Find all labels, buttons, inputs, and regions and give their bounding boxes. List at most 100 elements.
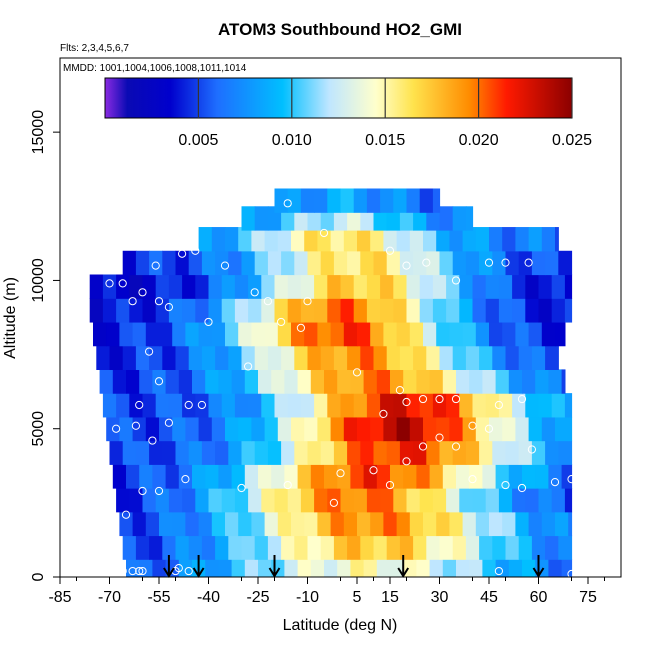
colorbar-tick-label: 0.020 <box>459 132 499 149</box>
heatmap-cell <box>432 298 447 323</box>
heatmap-cell <box>234 274 249 299</box>
heatmap-cell <box>317 511 332 537</box>
heatmap-cell <box>564 298 573 323</box>
heatmap-cell <box>459 274 474 299</box>
observation-point <box>220 261 230 270</box>
heatmap-cell <box>261 298 276 323</box>
heatmap-cell <box>234 488 249 513</box>
heatmap-cell <box>172 321 186 347</box>
heatmap-cell <box>287 188 302 213</box>
arrow-marker <box>532 555 545 578</box>
heatmap-cell <box>201 440 216 465</box>
heatmap-cell <box>248 393 262 418</box>
observation-point <box>138 566 147 576</box>
heatmap-cell <box>327 298 342 323</box>
heatmap-cell <box>238 416 252 442</box>
heatmap-cell <box>274 298 289 323</box>
heatmap-cell <box>525 393 540 418</box>
x-tick-label: 30 <box>431 589 449 606</box>
heatmap-cell <box>492 250 507 276</box>
heatmap-cell <box>525 488 540 513</box>
heatmap-cell <box>432 488 447 513</box>
heatmap-cell <box>340 274 355 299</box>
heatmap-cell <box>264 227 279 252</box>
observation-point <box>435 394 444 404</box>
heatmap-cell <box>178 369 193 394</box>
heatmap-cell <box>185 416 200 442</box>
heatmap-cell <box>396 511 411 537</box>
heatmap-cell <box>152 559 167 577</box>
heatmap-cell <box>472 393 487 418</box>
heatmap-cell <box>294 345 309 370</box>
heatmap-cell <box>436 416 450 442</box>
heatmap-cell <box>304 321 318 347</box>
heatmap-cell <box>366 393 381 418</box>
heatmap-cell <box>116 298 130 323</box>
y-axis-label: Altitude (m) <box>2 277 19 359</box>
heatmap-cell <box>439 345 454 370</box>
heatmap-cell <box>551 488 566 513</box>
heatmap-cell <box>149 535 163 560</box>
heatmap-cell <box>498 298 513 323</box>
x-tick-label: 75 <box>579 589 597 606</box>
observation-point <box>118 566 127 576</box>
heatmap-cell <box>317 227 332 252</box>
heatmap-cell <box>357 416 371 442</box>
heatmap-cell <box>531 250 546 276</box>
heatmap-cell <box>324 369 338 394</box>
heatmap-cell <box>135 345 150 370</box>
heatmap-cell <box>307 250 322 276</box>
heatmap-cell <box>515 321 530 347</box>
heatmap-cell <box>142 488 157 513</box>
heatmap-cell <box>149 345 163 370</box>
heatmap-cell <box>489 321 503 347</box>
heatmap-cell <box>423 511 437 537</box>
arrow-markers <box>163 555 545 578</box>
heatmap-cell <box>320 535 335 560</box>
heatmap-cell <box>297 559 312 577</box>
heatmap-cell <box>228 345 243 370</box>
heatmap-cell <box>498 393 513 418</box>
heatmap-cell <box>482 369 497 394</box>
heatmap-cell <box>419 393 434 418</box>
heatmap-cell <box>277 416 292 442</box>
observation-point <box>385 480 395 490</box>
heatmap-cell <box>314 188 328 213</box>
heatmap-cell <box>251 416 266 442</box>
heatmap-cell <box>162 440 177 465</box>
heatmap-cell <box>370 321 384 347</box>
heatmap-cell <box>419 188 434 213</box>
heatmap-cell <box>340 488 355 513</box>
heatmap-cell <box>264 511 279 537</box>
heatmap-cell <box>515 227 530 252</box>
heatmap-cell <box>327 393 342 418</box>
colorbar-tick-label: 0.005 <box>178 132 218 149</box>
heatmap-cell <box>406 393 421 418</box>
observation-point <box>527 445 537 454</box>
arrow-marker <box>192 555 205 578</box>
heatmap-cell <box>343 321 358 347</box>
heatmap-cell <box>399 535 414 560</box>
heatmap-cell <box>132 321 147 347</box>
heatmap-cell <box>122 440 137 465</box>
heatmap-cell <box>241 535 256 560</box>
heatmap-cell <box>188 345 203 370</box>
heatmap-cell <box>413 440 427 465</box>
heatmap-cell <box>396 416 411 442</box>
colorbar-tick-label: 0.010 <box>272 132 312 149</box>
heatmap-cell <box>324 464 338 489</box>
heatmap-cell <box>195 488 210 513</box>
heatmap-cell <box>551 393 566 418</box>
heatmap-cell <box>357 321 371 347</box>
heatmap-cell <box>218 464 233 489</box>
observation-point <box>283 199 292 208</box>
heatmap-cell <box>287 393 302 418</box>
heatmap-cell <box>416 464 431 489</box>
x-tick-label: -10 <box>296 589 319 606</box>
observation-point <box>135 566 144 576</box>
heatmap-cell <box>112 369 127 394</box>
heatmap-cell <box>393 298 408 323</box>
heatmap-cell <box>538 274 553 299</box>
y-axis: 0 5000 10000 15000 <box>30 110 60 581</box>
observation-point <box>435 433 444 442</box>
